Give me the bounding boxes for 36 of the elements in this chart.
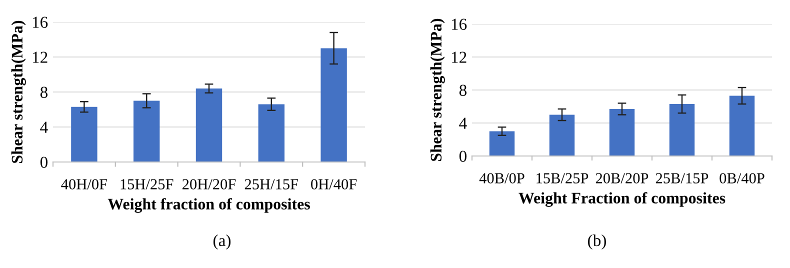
x-tick-label: 15B/25P (536, 173, 588, 184)
x-tick-label: 25B/15P (656, 173, 708, 184)
x-tick-label: 20H/20F (182, 179, 236, 190)
y-tick-label: 8 (40, 86, 48, 98)
y-tick-label: 0 (459, 150, 467, 162)
bar (71, 106, 98, 162)
bar (669, 104, 695, 156)
y-axis-title: Shear strength(MPa) (11, 20, 26, 163)
x-tick-label: 0H/40F (311, 179, 357, 190)
bar (258, 104, 285, 162)
bar (549, 114, 575, 156)
bar (320, 48, 347, 162)
y-tick-label: 4 (459, 118, 467, 129)
x-tick-label: 20B/20P (596, 173, 648, 184)
y-tick-label: 16 (32, 16, 48, 28)
y-tick-label: 8 (459, 84, 467, 96)
x-tick-label: 25H/15F (244, 179, 298, 190)
bar (133, 100, 160, 162)
bar (196, 88, 222, 162)
x-tick-label: 40B/0P (479, 173, 524, 184)
x-tick-label: 40H/0F (61, 179, 107, 190)
bar (729, 96, 755, 156)
y-tick-label: 12 (32, 52, 48, 63)
text: (a) (213, 234, 231, 250)
y-tick-label: 4 (40, 122, 48, 133)
text: (b) (588, 234, 606, 250)
x-axis-title: Weight Fraction of composites (518, 192, 726, 207)
x-tick-label: 0B/40P (720, 173, 764, 184)
x-tick-label: 15H/25F (120, 179, 174, 190)
bar (489, 131, 515, 156)
y-tick-label: 0 (40, 156, 48, 168)
y-axis-title: Shear strength(MPa) (430, 18, 445, 161)
x-axis-title: Weight fraction of composites (108, 198, 310, 213)
y-tick-label: 16 (452, 18, 467, 30)
y-tick-label: 12 (452, 52, 466, 63)
bar (609, 108, 635, 156)
